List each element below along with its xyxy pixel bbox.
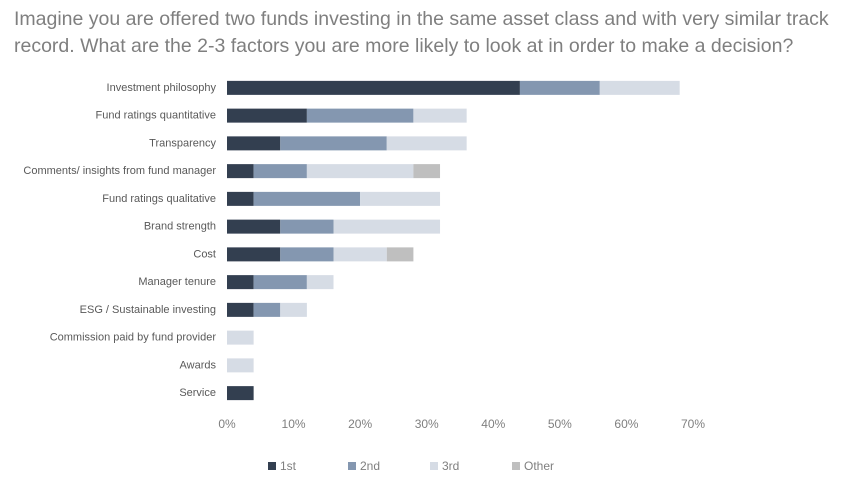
category-label: Transparency	[149, 137, 216, 149]
bar-segment	[227, 302, 254, 317]
bar-segment	[386, 136, 467, 151]
bar-segment	[253, 302, 281, 317]
bar-segment	[227, 191, 254, 206]
bar-segment	[227, 358, 254, 373]
bar-segment	[333, 247, 387, 262]
legend-swatch	[268, 462, 276, 470]
bar-segment	[360, 191, 441, 206]
legend-swatch	[512, 462, 520, 470]
bar-segment	[599, 80, 680, 95]
bar-segment	[227, 247, 281, 262]
bar-segment	[333, 219, 441, 234]
category-label: Awards	[180, 359, 217, 371]
legend-label: 2nd	[360, 459, 380, 473]
bar-segment	[227, 219, 281, 234]
bar-segment	[227, 108, 307, 123]
bar-segment	[306, 275, 334, 290]
category-label: Brand strength	[144, 221, 216, 233]
category-label: Fund ratings qualitative	[102, 193, 216, 205]
category-label: Manager tenure	[138, 276, 216, 288]
bar-segment	[227, 275, 254, 290]
legend-label: 1st	[280, 459, 297, 473]
bar-segment	[227, 386, 254, 401]
x-tick-label: 30%	[415, 417, 439, 431]
x-tick-label: 70%	[681, 417, 705, 431]
bar-segment	[253, 191, 361, 206]
category-label: Cost	[193, 248, 216, 260]
bar-segment	[306, 164, 414, 179]
x-tick-label: 60%	[614, 417, 638, 431]
legend-swatch	[348, 462, 356, 470]
bar-segment	[413, 164, 441, 179]
x-tick-label: 40%	[481, 417, 505, 431]
x-axis: 0% 10% 20% 30% 40% 50% 60% 70%	[218, 417, 705, 431]
chart-title: Imagine you are offered two funds invest…	[14, 8, 829, 57]
bar-segment	[280, 247, 334, 262]
bar-segment	[227, 80, 520, 95]
legend: 1st 2nd 3rd Other	[268, 459, 554, 473]
bar-segment	[253, 275, 307, 290]
bar-segment	[253, 164, 307, 179]
bar-segment	[280, 302, 307, 317]
bar-segment	[306, 108, 414, 123]
x-tick-label: 0%	[218, 417, 236, 431]
legend-label: 3rd	[442, 459, 459, 473]
legend-label: Other	[524, 459, 554, 473]
category-label: Fund ratings quantitative	[96, 110, 216, 122]
category-label: ESG / Sustainable investing	[80, 304, 216, 316]
category-label: Comments/ insights from fund manager	[23, 165, 216, 177]
bar-segment	[227, 330, 254, 345]
x-tick-label: 50%	[548, 417, 572, 431]
category-label: Commission paid by fund provider	[50, 332, 217, 344]
category-label: Investment philosophy	[107, 82, 217, 94]
bar-segment	[280, 136, 387, 151]
bar-segment	[386, 247, 414, 262]
bar-segment	[413, 108, 467, 123]
bar-segment	[227, 136, 281, 151]
x-tick-label: 20%	[348, 417, 372, 431]
x-tick-label: 10%	[282, 417, 306, 431]
legend-swatch	[430, 462, 438, 470]
bar-segment	[519, 80, 600, 95]
category-label: Service	[179, 387, 216, 399]
bar-segment	[227, 164, 254, 179]
bar-segment	[280, 219, 334, 234]
